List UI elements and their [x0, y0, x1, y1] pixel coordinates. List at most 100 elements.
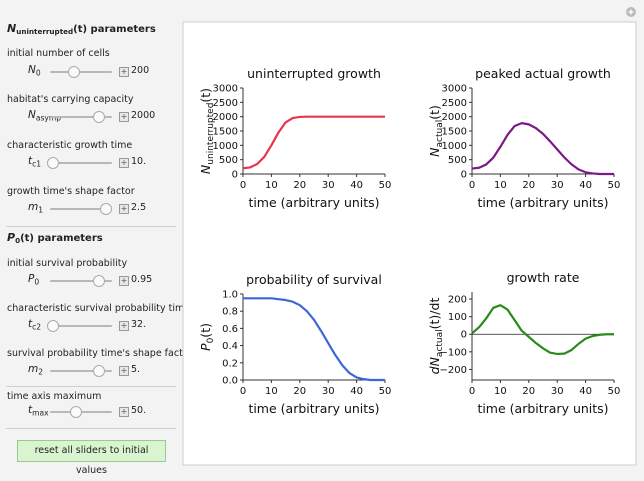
subscript: uninterrupted [16, 27, 74, 37]
y-tick-label: 0 [232, 170, 238, 181]
control-symbol: Nasymp [28, 109, 61, 122]
slider-expand[interactable]: + [119, 407, 129, 417]
text-part: t [28, 155, 33, 167]
x-tick-label: 50 [379, 180, 392, 191]
slider-track [50, 71, 112, 73]
subscript: c2 [32, 322, 42, 332]
control-panel: Nuninterrupted(t) parameters initial numb… [0, 0, 193, 476]
section-heading: Nuninterrupted(t) parameters [7, 22, 156, 36]
x-tick-label: 40 [579, 180, 592, 191]
y-tick-label: 500 [219, 155, 238, 166]
chart-title: peaked actual growth [475, 66, 611, 81]
x-tick-label: 10 [494, 180, 507, 191]
slider-thumb[interactable] [47, 157, 59, 169]
slider-thumb[interactable] [70, 406, 82, 418]
slider-expand[interactable]: + [119, 158, 129, 168]
slider-thumb[interactable] [93, 111, 105, 123]
x-tick-label: 0 [240, 180, 246, 191]
y-label-part: (t) [427, 105, 442, 120]
slider-expand[interactable]: + [119, 112, 129, 122]
x-axis-label: time (arbitrary units) [477, 401, 608, 416]
y-tick-label: 0.4 [222, 341, 238, 352]
slider-thumb[interactable] [47, 320, 59, 332]
y-label-subscript: actual [435, 120, 445, 148]
chart-frame [182, 21, 637, 466]
x-tick-label: 30 [551, 180, 564, 191]
y-tick-label: 1000 [213, 141, 238, 152]
y-tick-label: 1.0 [222, 290, 238, 301]
x-tick-label: 20 [293, 386, 306, 397]
line-series [242, 115, 385, 170]
y-label-part: dN [427, 356, 442, 374]
slider-value: 2000 [131, 110, 156, 121]
slider-thumb[interactable] [93, 365, 105, 377]
y-tick-label: 0.8 [222, 307, 238, 318]
x-tick-label: 40 [579, 386, 592, 397]
text-part: (t) parameters [73, 24, 156, 35]
y-axis-label: dNactual(t)/dt [427, 298, 445, 375]
chart-title: growth rate [507, 270, 580, 285]
x-axis-label: time (arbitrary units) [248, 195, 379, 210]
y-tick-label: 200 [448, 295, 467, 306]
reset-button[interactable]: reset all sliders to initial values [17, 440, 166, 476]
slider-expand[interactable]: + [119, 276, 129, 286]
x-tick-label: 50 [608, 386, 621, 397]
slider-value: 2.5 [131, 202, 147, 213]
y-tick-label: 1500 [213, 127, 238, 138]
text-part: N [28, 64, 36, 76]
x-tick-label: 30 [322, 180, 335, 191]
plus-icon-glyph [628, 9, 634, 15]
slider-track [50, 208, 112, 210]
control-label: initial survival probability [7, 258, 128, 269]
slider-track [50, 280, 112, 282]
y-tick-label: −200 [440, 365, 467, 376]
control-symbol: m2 [28, 363, 43, 376]
x-tick-label: 30 [322, 386, 335, 397]
slider-thumb[interactable] [68, 66, 80, 78]
separator [6, 226, 176, 227]
control-symbol: tmax [28, 404, 49, 417]
control-label: habitat's carrying capacity [7, 94, 134, 105]
y-tick-label: 2000 [442, 112, 467, 123]
subscript: 0 [35, 68, 41, 78]
slider-thumb[interactable] [93, 275, 105, 287]
x-tick-label: 0 [469, 180, 475, 191]
slider-expand[interactable]: + [119, 204, 129, 214]
x-tick-label: 0 [240, 386, 246, 397]
slider-value: 10. [131, 156, 147, 167]
y-label-part: (t)/dt [427, 298, 442, 330]
control-label: initial number of cells [7, 48, 110, 59]
y-label-part: N [427, 147, 442, 157]
separator [6, 428, 176, 429]
y-tick-label: 0.6 [222, 324, 238, 335]
text-part: P [28, 273, 35, 285]
slider-value: 0.95 [131, 274, 153, 285]
y-tick-label: 0 [461, 330, 467, 341]
y-tick-label: 500 [448, 155, 467, 166]
y-tick-label: 3000 [213, 84, 238, 95]
y-tick-label: 0.0 [222, 376, 238, 387]
section-heading: P0(t) parameters [7, 231, 103, 245]
text-part: t [28, 318, 33, 330]
slider-expand[interactable]: + [119, 366, 129, 376]
x-axis-label: time (arbitrary units) [248, 401, 379, 416]
y-tick-label: 0 [461, 170, 467, 181]
slider-expand[interactable]: + [119, 67, 129, 77]
slider-track [50, 116, 112, 118]
x-tick-label: 50 [608, 180, 621, 191]
subscript: 0 [34, 277, 40, 287]
slider-value: 5. [131, 364, 141, 375]
x-tick-label: 40 [350, 180, 363, 191]
x-tick-label: 10 [494, 386, 507, 397]
control-label: growth time's shape factor [7, 186, 135, 197]
y-tick-label: 1500 [442, 127, 467, 138]
x-tick-label: 20 [522, 180, 535, 191]
subscript: max [32, 408, 49, 418]
x-tick-label: 10 [265, 180, 278, 191]
subscript: 1 [38, 205, 44, 215]
slider-expand[interactable]: + [119, 321, 129, 331]
subscript: 0 [15, 236, 21, 246]
slider-thumb[interactable] [100, 203, 112, 215]
